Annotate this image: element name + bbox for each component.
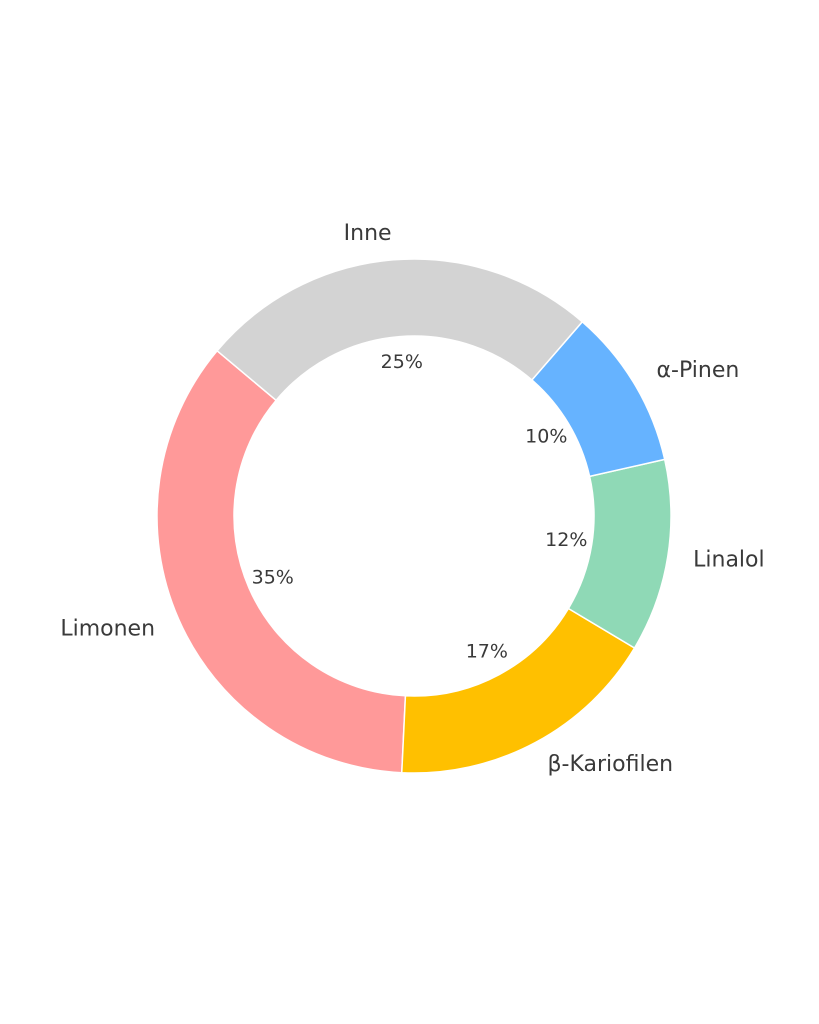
percent-label: 12% xyxy=(545,529,587,551)
segment-label: Inne xyxy=(344,221,392,246)
segment-label: Linalol xyxy=(693,548,764,573)
segment-label: β-Kariofilen xyxy=(548,752,674,777)
percent-label: 25% xyxy=(381,351,423,373)
donut-segment xyxy=(156,349,407,774)
donut-segment xyxy=(216,258,584,402)
segment-label: α-Pinen xyxy=(657,358,740,383)
percent-label: 17% xyxy=(466,640,508,662)
donut-segment xyxy=(400,607,636,774)
segment-label: Limonen xyxy=(60,616,155,641)
percent-label: 35% xyxy=(252,566,294,588)
percent-label: 10% xyxy=(525,425,567,447)
